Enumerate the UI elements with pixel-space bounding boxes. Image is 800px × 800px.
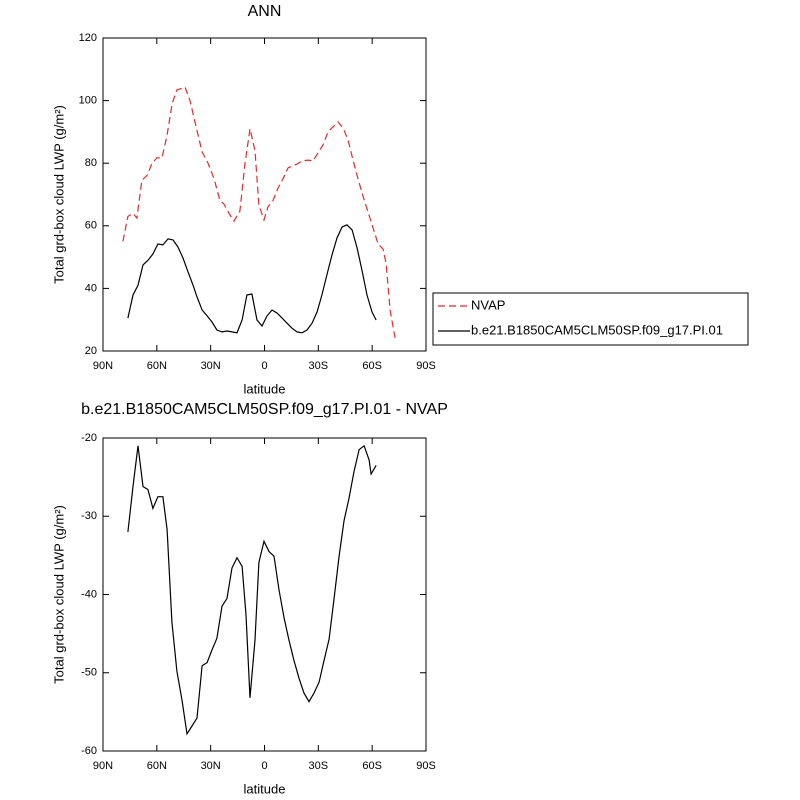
x-axis-label: latitude: [244, 781, 286, 796]
x-axis-label: latitude: [244, 381, 286, 396]
x-tick-label: 60N: [147, 360, 167, 372]
y-tick-label: 100: [79, 95, 97, 107]
y-tick-label: -30: [81, 510, 97, 522]
legend-label: b.e21.B1850CAM5CLM50SP.f09_g17.PI.01: [471, 322, 723, 337]
y-axis-label: Total grd-box cloud LWP (g/m²): [51, 505, 66, 684]
x-tick-label: 0: [261, 760, 267, 772]
y-tick-label: 60: [85, 220, 97, 232]
plot-frame: [102, 37, 427, 352]
y-tick-label: 20: [85, 345, 97, 357]
x-tick-label: 90N: [93, 360, 113, 372]
x-tick-label: 90S: [416, 360, 436, 372]
x-tick-label: 30N: [201, 360, 221, 372]
legend-label: NVAP: [471, 297, 505, 312]
x-tick-label: 60S: [362, 760, 382, 772]
y-axis-label: Total grd-box cloud LWP (g/m²): [51, 105, 66, 284]
x-tick-label: 0: [261, 360, 267, 372]
x-tick-label: 30S: [309, 360, 329, 372]
y-tick-label: -20: [81, 432, 97, 444]
y-tick-label: -40: [81, 588, 97, 600]
legend-box: [432, 292, 749, 346]
x-tick-label: 60N: [147, 760, 167, 772]
chart-title: ANN: [248, 3, 282, 20]
y-tick-label: 120: [79, 32, 97, 44]
y-tick-label: -50: [81, 667, 97, 679]
x-tick-label: 90S: [416, 760, 436, 772]
data-line: [127, 224, 377, 334]
y-tick-label: 80: [85, 157, 97, 169]
chart-title: b.e21.B1850CAM5CLM50SP.f09_g17.PI.01 - N…: [81, 401, 448, 418]
x-tick-label: 30N: [201, 760, 221, 772]
data-line: [127, 444, 377, 736]
y-tick-label: 40: [85, 282, 97, 294]
data-line: [122, 86, 396, 339]
x-tick-label: 30S: [309, 760, 329, 772]
plot-frame: [102, 437, 427, 752]
x-tick-label: 90N: [93, 760, 113, 772]
x-tick-label: 60S: [362, 360, 382, 372]
y-tick-label: -60: [81, 745, 97, 757]
